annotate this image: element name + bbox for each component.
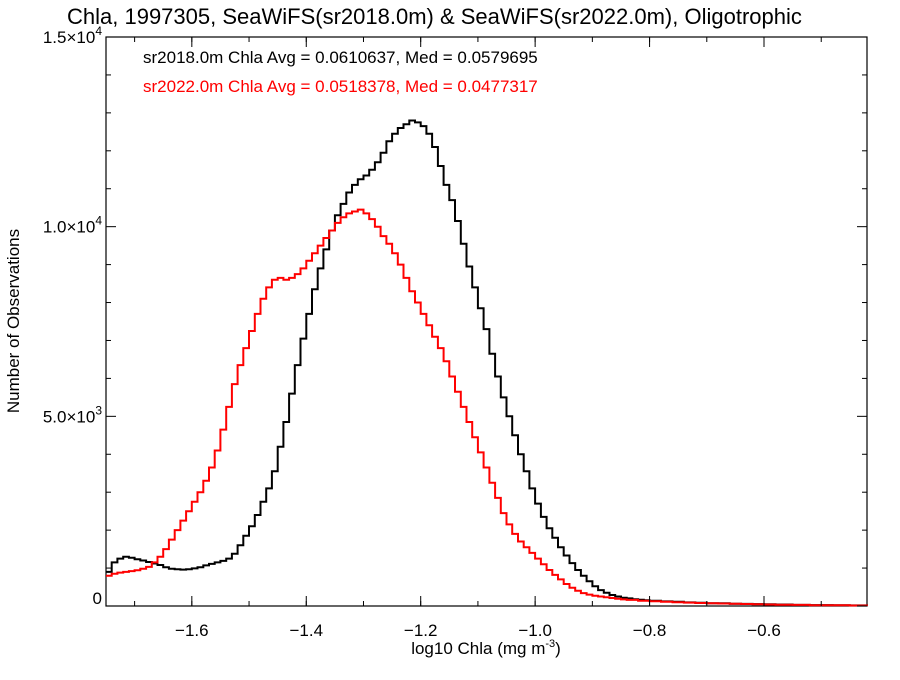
x-tick-label: −1.2 xyxy=(404,621,438,640)
y-tick-label: 1.0×104 xyxy=(43,214,102,237)
x-tick-label: −1.0 xyxy=(518,621,552,640)
x-tick-label: −1.4 xyxy=(289,621,323,640)
x-ticks: −1.6 −1.4 −1.2 −1.0 −0.8 −0.6 xyxy=(134,37,822,640)
x-tick-label: −0.6 xyxy=(747,621,781,640)
annotation-1: sr2018.0m Chla Avg = 0.0610637, Med = 0.… xyxy=(143,48,538,67)
series-line-1 xyxy=(106,119,868,607)
x-tick-label: −1.6 xyxy=(175,621,209,640)
y-tick-label: 1.5×104 xyxy=(43,24,102,47)
x-tick-label: −0.8 xyxy=(633,621,667,640)
y-axis-label: Number of Observations xyxy=(4,229,23,413)
annotations: sr2018.0m Chla Avg = 0.0610637, Med = 0.… xyxy=(143,48,538,96)
x-axis-label: log10 Chla (mg m-3) xyxy=(411,638,561,658)
x-axis-label-sup: -3 xyxy=(545,638,555,650)
y-tick-label: 5.0×103 xyxy=(43,403,102,426)
annotation-2: sr2022.0m Chla Avg = 0.0518378, Med = 0.… xyxy=(143,77,538,96)
y-tick-label: 0 xyxy=(93,589,102,608)
series-layer xyxy=(106,119,868,607)
plot-frame xyxy=(105,36,868,607)
series-line-2 xyxy=(106,208,868,607)
chart-title: Chla, 1997305, SeaWiFS(sr2018.0m) & SeaW… xyxy=(67,4,802,29)
y-ticks: 0 5.0×103 1.0×104 1.5×104 xyxy=(43,24,867,608)
